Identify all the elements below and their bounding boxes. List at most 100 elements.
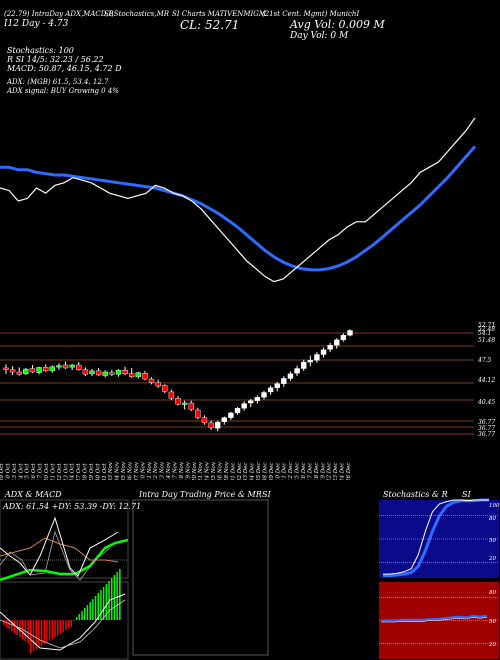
price-level-label: 36.77 [478,419,495,426]
date-label: 24 Nov [205,461,211,480]
day-volume: Day Vol: 0 M [290,31,349,41]
price-level-label: 51.48 [478,337,495,344]
date-label: 22 Oct [57,463,63,480]
macd-bar [105,584,108,620]
candle-body [281,378,287,384]
date-label: 15 Dec [295,463,301,481]
date-label: 08 Dec [263,463,269,481]
date-label: 18 Nov [179,461,185,480]
date-label: 17 Oct [38,463,44,480]
date-label: 24 Dec [340,463,346,481]
stoch-level-label: 20 [488,556,496,562]
macd-bar [92,599,94,620]
date-label: 28 Oct [83,463,89,480]
candle-body [181,402,188,405]
macd-bar [78,614,81,620]
date-label: 09 Oct [0,463,5,480]
macd-bar [57,620,59,636]
rsi-line [381,614,488,622]
date-label: 17 Nov [173,461,179,480]
macd-line [0,593,126,651]
candle-body [320,349,327,355]
candle-body [115,370,122,375]
avg-volume: Avg Vol: 0.009 M [290,18,385,31]
header-line-1: (22.79) IntraDay ADX,MACD,B [4,10,114,18]
date-label: 31 Oct [102,463,108,480]
date-label: 04 Nov [115,461,121,480]
candle-body [300,361,307,369]
stoch-level-label: 80 [489,516,496,522]
date-label: 11 Dec [282,463,288,481]
candle-body [334,339,340,346]
header-line-2: I12 Day - 4.73 [4,19,69,29]
price-level-label: 36.77 [478,431,495,438]
price-level-label: 44.12 [477,377,495,384]
intraday-title: Intra Day Trading Price & MR [139,490,262,499]
date-label: 01 Dec [230,463,236,481]
candle-body [36,367,42,373]
macd-signal-line [0,599,126,649]
stoch-line [383,499,489,575]
macd-bar [84,608,86,620]
macd-bar [75,617,78,620]
date-label: 20 Nov [192,461,198,480]
candle-body [327,344,333,350]
stoch-level-label: 50 [489,538,496,544]
date-label: 12 Nov [153,461,159,480]
date-label: 19 Nov [185,461,191,480]
candle-body [148,378,155,383]
price-level-label: 52.71 [478,322,495,329]
pos-di-line [0,516,119,577]
close-price: CL: 52.71 [180,18,240,32]
price-level-label: 47.5 [477,357,492,364]
candle-body [267,387,274,393]
date-label: 25 Nov [211,461,217,480]
macd-bar [102,587,105,620]
candle-body [76,364,82,370]
date-label: 13 Nov [160,461,166,480]
rsi-readout: R SI 14/5: 32.23 / 56.22 [7,55,104,64]
date-label: 10 Nov [140,461,146,480]
candle-body [155,382,161,387]
intraday-si: SI [262,490,271,499]
candle-body [274,383,280,389]
price-level-label: 54.1 [478,330,491,337]
date-label: 09 Dec [269,463,275,481]
candle-body [109,372,115,375]
date-label: 27 Oct [76,463,82,480]
macd-readout: MACD: 50.87, 46.15, 4.72 D [7,64,122,73]
candle-body [261,392,267,398]
macd-bar [38,620,40,648]
date-label: 10 Dec [275,463,281,481]
date-label: 17 Dec [307,463,313,481]
macd-bar [67,620,70,629]
company-name: (21st Cent. Mgmt) MunichI [262,10,360,18]
candle-body [234,408,241,414]
candle-body [208,422,214,428]
macd-bar [100,590,102,620]
adx-panel [0,499,129,579]
candle-body [241,403,247,409]
macd-bar [70,620,72,627]
date-label: 03 Nov [108,461,114,480]
candle-body [248,400,254,404]
date-label: 15 Oct [25,463,31,480]
macd-bar [8,620,10,629]
date-label: 10 Oct [5,463,11,480]
price-level-label: 52.48 [478,326,495,333]
candle-body [188,402,194,410]
macd-bar [59,620,62,634]
candle-body [95,370,102,376]
candle-body [221,417,228,422]
date-label: 07 Nov [134,461,140,480]
date-label: 26 Nov [218,461,224,480]
candle-body [347,330,353,336]
date-label: 11 Nov [147,461,153,480]
date-label: 24 Oct [70,463,76,480]
date-label: 28 Nov [224,461,230,480]
candle-body [228,412,234,418]
candle-body [162,385,168,392]
price-level-label: 40.45 [477,399,495,406]
macd-bar [62,620,64,632]
